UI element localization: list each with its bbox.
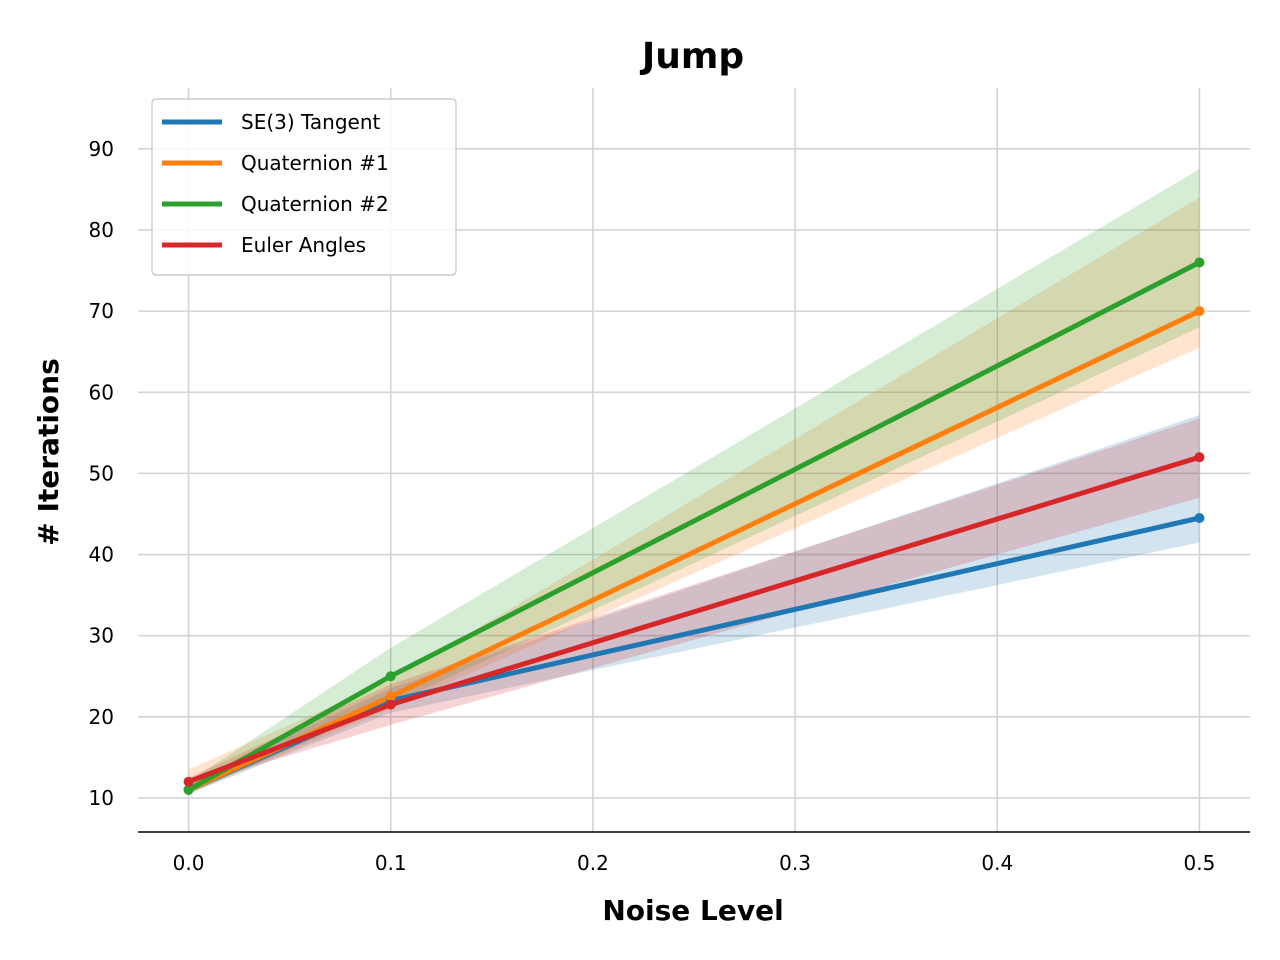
y-tick-label: 90 — [89, 137, 114, 161]
x-axis-label: Noise Level — [602, 894, 783, 927]
data-point — [385, 691, 396, 702]
confidence-band — [188, 418, 1200, 786]
confidence-band — [188, 169, 1200, 794]
y-tick-label: 10 — [89, 786, 114, 810]
y-axis-label: # Iterations — [32, 358, 65, 546]
y-tick-label: 50 — [89, 461, 114, 485]
y-tick-label: 80 — [89, 218, 114, 242]
y-tick-label: 70 — [89, 299, 114, 323]
data-point — [183, 776, 194, 787]
x-tick-label: 0.0 — [173, 851, 205, 875]
data-point — [385, 671, 396, 682]
data-point — [385, 699, 396, 710]
data-point — [1194, 513, 1205, 524]
x-tick-label: 0.5 — [1184, 851, 1216, 875]
x-tick-label: 0.4 — [981, 851, 1013, 875]
legend-label: SE(3) Tangent — [241, 110, 381, 134]
legend-label: Quaternion #2 — [241, 192, 389, 216]
confidence-band — [188, 415, 1200, 794]
data-point — [1194, 452, 1205, 463]
y-tick-label: 20 — [89, 705, 114, 729]
data-point — [1194, 257, 1205, 268]
series-points — [183, 257, 1205, 795]
legend-label: Euler Angles — [241, 233, 366, 257]
axes: 0.0 0.1 0.2 0.3 0.4 0.5 10 20 30 40 50 60 70 80 90 — [89, 137, 1250, 875]
chart-title: Jump — [639, 36, 744, 77]
data-point — [183, 784, 194, 795]
x-tick-label: 0.1 — [375, 851, 407, 875]
legend-label: Quaternion #1 — [241, 151, 389, 175]
legend-box — [151, 98, 457, 276]
data-point — [1194, 306, 1205, 317]
y-tick-label: 60 — [89, 380, 114, 404]
x-tick-label: 0.3 — [779, 851, 811, 875]
legend: SE(3) Tangent Quaternion #1 Quaternion #2 E… — [151, 98, 457, 276]
y-tick-label: 30 — [89, 624, 114, 648]
x-tick-label: 0.2 — [577, 851, 609, 875]
y-tick-label: 40 — [89, 543, 114, 567]
